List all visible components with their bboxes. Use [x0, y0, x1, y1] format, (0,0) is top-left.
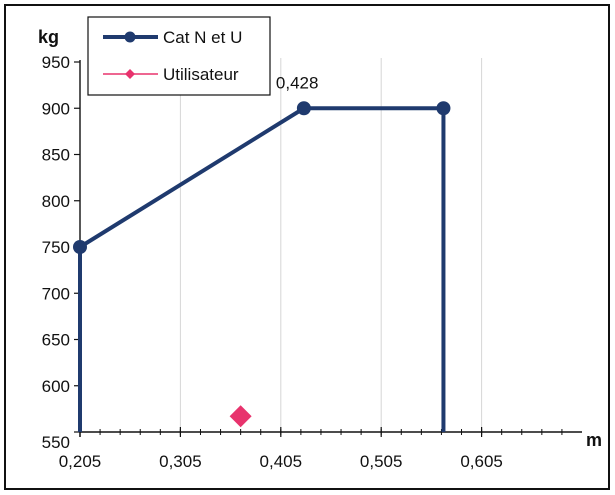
series-line-cat-n-et-u	[78, 106, 446, 432]
x-tick-label: 0,305	[159, 452, 202, 471]
x-tick-label: 0,205	[59, 452, 102, 471]
y-tick-label: 850	[42, 146, 70, 165]
x-axis-unit: m	[586, 430, 602, 450]
annotation-layer: 0,428	[276, 73, 319, 92]
data-point-cat-n-et-u	[296, 101, 311, 116]
x-tick-label: 0,405	[260, 452, 303, 471]
y-tick-label: 800	[42, 192, 70, 211]
x-tick-label: 0,605	[460, 452, 503, 471]
y-tick-label: 950	[42, 53, 70, 72]
data-point-cat-n-et-u	[73, 240, 87, 254]
y-tick-label: 600	[42, 377, 70, 396]
data-label: 0,428	[276, 73, 319, 92]
y-tick-label: 900	[42, 99, 70, 118]
legend-marker-utilisateur	[125, 69, 135, 79]
data-point-utilisateur	[229, 405, 252, 428]
y-tick-label: 650	[42, 331, 70, 350]
y-tick-label: 750	[42, 238, 70, 257]
y-axis-unit: kg	[38, 27, 59, 47]
y-tick-label: 550	[42, 433, 70, 452]
x-tick-label: 0,505	[360, 452, 403, 471]
legend: Cat N et U Utilisateur	[87, 16, 271, 96]
data-point-cat-n-et-u	[436, 101, 451, 116]
legend-label-utilisateur: Utilisateur	[163, 65, 239, 84]
legend-label-cat-n-et-u: Cat N et U	[163, 28, 242, 47]
legend-marker-cat-n-et-u	[124, 31, 136, 43]
series-layer	[73, 101, 451, 432]
grid-layer	[179, 58, 483, 432]
legend-box	[87, 16, 271, 96]
ticks-layer: 0,205 0,305 0,405 0,505 0,605 550 600 650 700 750…	[42, 53, 563, 471]
y-tick-label: 700	[42, 284, 70, 303]
